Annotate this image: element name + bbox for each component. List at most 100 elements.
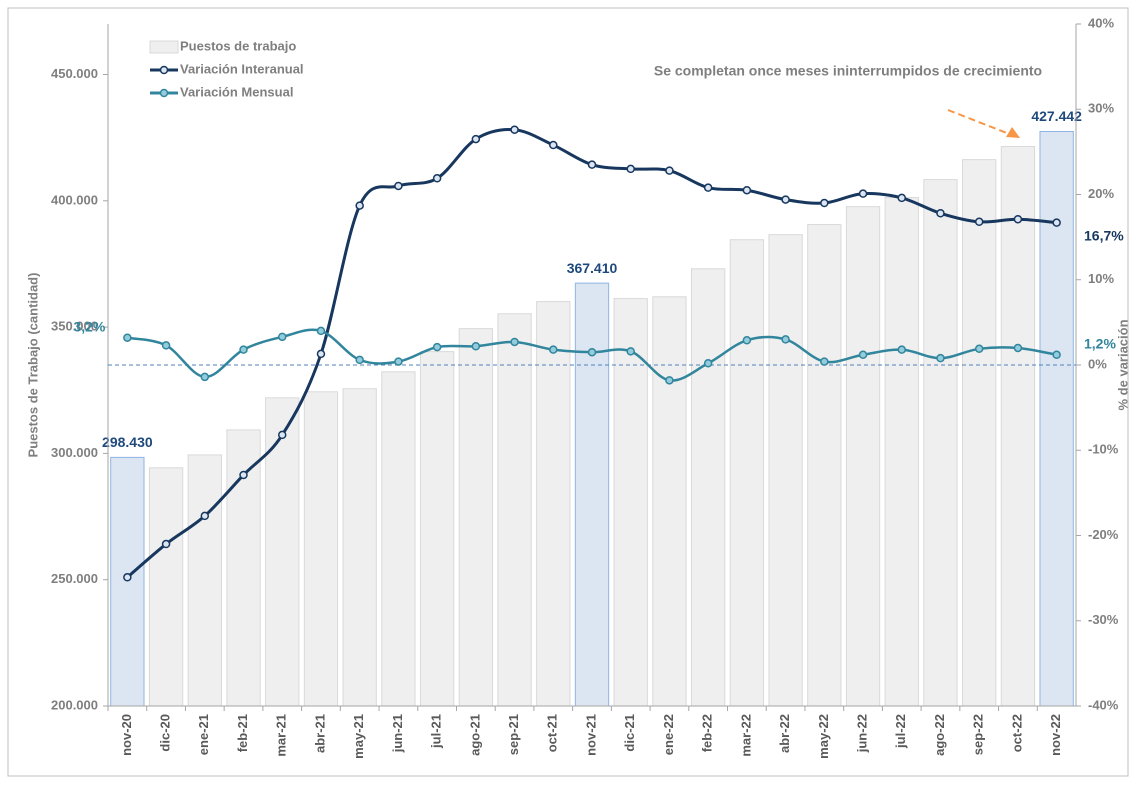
- x-tick-label: abr-22: [777, 714, 792, 753]
- y2-tick-label: 30%: [1088, 101, 1114, 116]
- bar: [729, 239, 765, 707]
- point: [1013, 214, 1023, 224]
- y2-tick-label: 10%: [1088, 271, 1114, 286]
- point: [432, 174, 442, 183]
- point: [626, 164, 635, 174]
- x-tick-label: ene-21: [196, 714, 211, 755]
- bar: [110, 456, 145, 707]
- point: [974, 217, 984, 227]
- point: [471, 134, 481, 144]
- point: [587, 347, 597, 357]
- x-tick-label: nov-20: [119, 714, 134, 756]
- bar: [923, 179, 958, 707]
- point: [355, 355, 364, 365]
- legend-label: Variación Interanual: [180, 61, 304, 76]
- y2-tick-label: 20%: [1088, 186, 1114, 201]
- x-tick-label: ene-22: [661, 714, 676, 755]
- x-tick-label: mar-22: [738, 714, 753, 757]
- point: [549, 140, 558, 150]
- bar: [691, 268, 726, 707]
- legend-label: Variación Mensual: [180, 84, 293, 99]
- x-tick-label: jun-22: [854, 714, 869, 753]
- bar: [265, 397, 300, 707]
- point: [742, 185, 752, 195]
- bar: [884, 197, 919, 707]
- point: [587, 160, 597, 169]
- point: [703, 183, 713, 192]
- x-tick-label: jul-21: [429, 714, 444, 749]
- point: [781, 335, 790, 344]
- point: [394, 181, 403, 191]
- x-tick-label: may-21: [351, 714, 366, 759]
- point: [161, 341, 171, 350]
- legend-marker: [159, 88, 169, 98]
- data-label: 1,2%: [1084, 335, 1116, 351]
- bar: [536, 301, 571, 707]
- bar: [303, 391, 339, 707]
- point: [1013, 343, 1023, 353]
- bar: [458, 328, 493, 707]
- y2-tick-label: -10%: [1088, 442, 1119, 457]
- data-label: 3,2%: [73, 318, 105, 334]
- y-tick-label: 350.000: [51, 319, 98, 334]
- y-tick-label: 450.000: [51, 66, 98, 81]
- point: [123, 573, 132, 582]
- y2-tick-label: 40%: [1088, 15, 1114, 30]
- legend-marker: [159, 65, 169, 75]
- data-label: 298.430: [102, 434, 153, 450]
- point: [626, 347, 635, 356]
- point: [858, 350, 868, 360]
- point: [665, 166, 674, 175]
- bar: [1000, 146, 1036, 707]
- point: [781, 195, 790, 204]
- point: [820, 357, 829, 366]
- bar: [652, 296, 687, 707]
- point: [1052, 350, 1061, 360]
- bar: [962, 159, 997, 707]
- y2-tick-label: -30%: [1088, 612, 1119, 627]
- bar: [845, 206, 881, 707]
- y-tick-label: 300.000: [51, 445, 98, 460]
- x-tick-label: mar-21: [274, 714, 289, 757]
- x-tick-label: nov-22: [1048, 714, 1063, 756]
- x-tick-label: jul-22: [893, 714, 908, 749]
- point: [355, 201, 364, 210]
- point: [549, 345, 558, 354]
- x-tick-label: may-22: [816, 714, 831, 759]
- bar: [1039, 130, 1074, 707]
- point: [510, 125, 519, 134]
- point: [703, 359, 713, 368]
- point: [820, 198, 829, 208]
- point: [936, 353, 945, 363]
- x-tick-label: oct-22: [1009, 714, 1024, 752]
- point: [200, 511, 210, 521]
- point: [200, 372, 210, 382]
- point: [897, 193, 907, 203]
- y-axis-title: Puestos de Trabajo (cantidad): [25, 273, 40, 458]
- x-tick-label: abr-21: [312, 714, 327, 753]
- point: [316, 326, 326, 336]
- point: [277, 332, 287, 342]
- x-tick-label: sep-22: [971, 714, 986, 755]
- x-tick-label: feb-22: [700, 714, 715, 752]
- x-tick-label: sep-21: [506, 714, 521, 755]
- bar: [574, 282, 610, 707]
- bar: [187, 454, 222, 707]
- arrow-head: [1006, 127, 1020, 138]
- point: [858, 189, 868, 198]
- bar: [768, 234, 803, 707]
- bar: [497, 313, 532, 707]
- point: [277, 430, 287, 440]
- point: [974, 344, 984, 354]
- x-tick-label: nov-21: [583, 714, 598, 756]
- y2-tick-label: -40%: [1088, 697, 1119, 712]
- bar: [419, 351, 455, 707]
- point: [394, 357, 403, 366]
- frame: [7, 7, 1129, 777]
- data-label: 427.442: [1031, 108, 1082, 124]
- y-tick-label: 250.000: [51, 571, 98, 586]
- point: [897, 345, 907, 354]
- x-tick-label: oct-21: [545, 714, 560, 752]
- bar: [613, 298, 648, 707]
